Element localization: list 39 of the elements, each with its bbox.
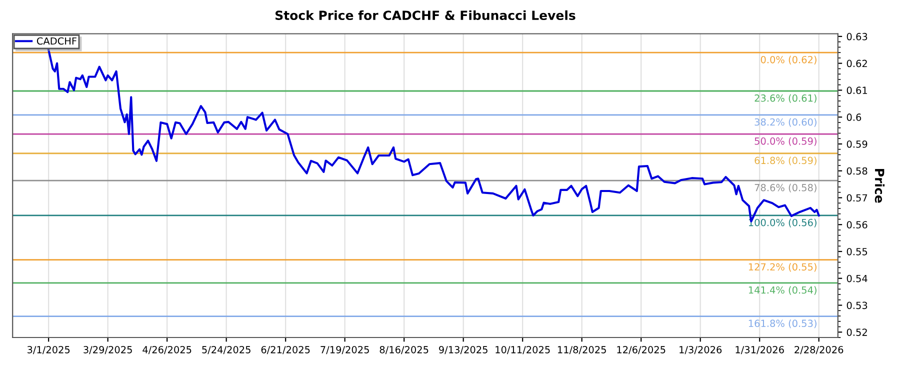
y-tick-label: 0.58 — [846, 167, 868, 175]
y-tick-label: 0.6 — [846, 114, 862, 121]
x-tick-label: 9/13/2025 — [439, 346, 488, 354]
ref-line-label: 50.0% (0.59) — [754, 137, 816, 146]
x-tick-label: 1/3/2026 — [680, 346, 722, 354]
x-tick-label: 1/31/2026 — [736, 346, 784, 354]
x-tick-label: 12/6/2025 — [617, 346, 666, 354]
y-tick-label: 0.59 — [846, 140, 868, 148]
x-tick-label: 10/11/2025 — [496, 346, 550, 354]
ref-line-label: 141.4% (0.54) — [748, 286, 816, 295]
y-tick-label: 0.61 — [846, 86, 867, 94]
legend-label: CADCHF — [36, 37, 76, 45]
y-tick-label: 0.55 — [846, 248, 868, 256]
y-tick-label: 0.54 — [846, 274, 868, 282]
ref-line-label: 38.2% (0.60) — [754, 118, 816, 127]
x-tick-label: 6/21/2025 — [261, 346, 310, 354]
ref-line-label: 78.6% (0.58) — [754, 184, 816, 192]
x-tick-label: 3/29/2025 — [84, 346, 132, 354]
ref-line-label: 0.0% (0.62) — [760, 56, 816, 64]
x-tick-label: 2/28/2026 — [794, 346, 844, 354]
ref-line-label: 23.6% (0.61) — [754, 94, 816, 103]
x-tick-label: 7/19/2025 — [320, 346, 369, 354]
y-tick-label: 0.63 — [846, 32, 868, 40]
x-tick-label: 8/16/2025 — [380, 346, 428, 354]
ref-line-label: 61.8% (0.59) — [754, 156, 816, 166]
chart-title: Stock Price for CADCHF & Fibunacci Levels — [276, 10, 576, 20]
x-tick-label: 3/1/2025 — [27, 346, 70, 354]
x-tick-label: 5/24/2025 — [202, 346, 250, 354]
y-tick-label: 0.62 — [846, 60, 867, 68]
x-tick-label: 11/8/2025 — [558, 346, 606, 354]
ref-line-label: 127.2% (0.55) — [748, 263, 816, 272]
x-tick-label: 4/26/2025 — [142, 346, 192, 354]
ref-line-label: 100.0% (0.56) — [748, 218, 816, 228]
y-tick-label: 0.52 — [846, 328, 867, 336]
y-tick-label: 0.57 — [846, 194, 868, 202]
ref-line-label: 161.8% (0.53) — [748, 320, 816, 328]
y-tick-label: 0.56 — [846, 221, 868, 228]
y-axis-title: Price — [874, 169, 885, 203]
y-tick-label: 0.53 — [846, 302, 868, 310]
